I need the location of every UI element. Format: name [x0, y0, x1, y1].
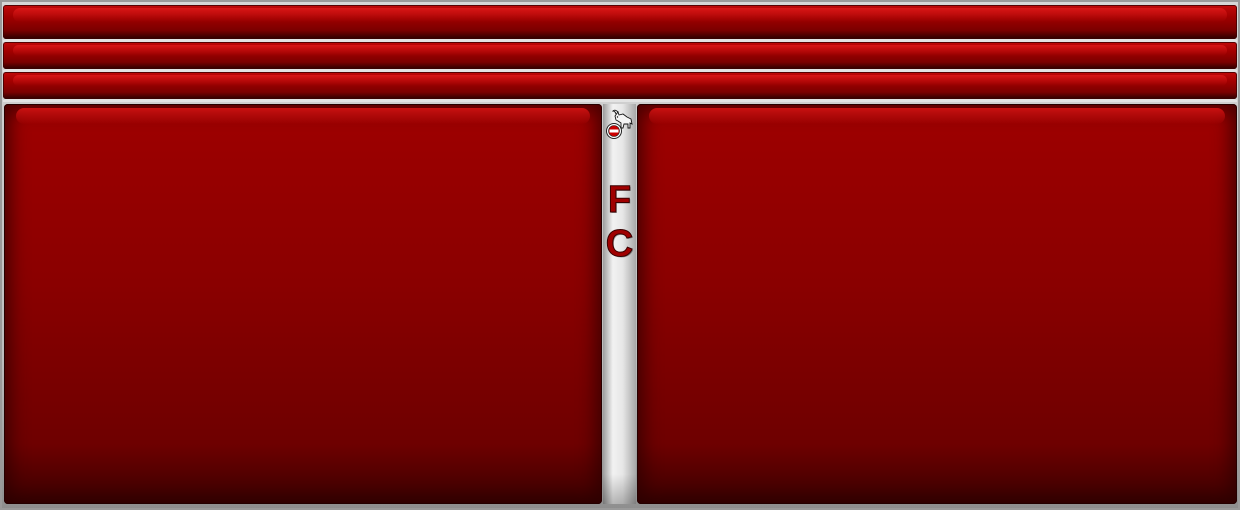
- header-separator: [3, 100, 1237, 102]
- header-bar-bottom: [3, 72, 1237, 99]
- divider-letter-f: F: [607, 179, 632, 221]
- header-bar-middle: [3, 42, 1237, 69]
- divider-letter-c: C: [605, 223, 634, 265]
- right-panel: [637, 104, 1237, 504]
- left-panel: [4, 104, 602, 504]
- goat-crest-icon: [603, 106, 636, 140]
- header-bar-top: [3, 5, 1237, 39]
- header-separator: [3, 70, 1237, 72]
- header-separator: [3, 40, 1237, 42]
- center-divider: [603, 104, 636, 504]
